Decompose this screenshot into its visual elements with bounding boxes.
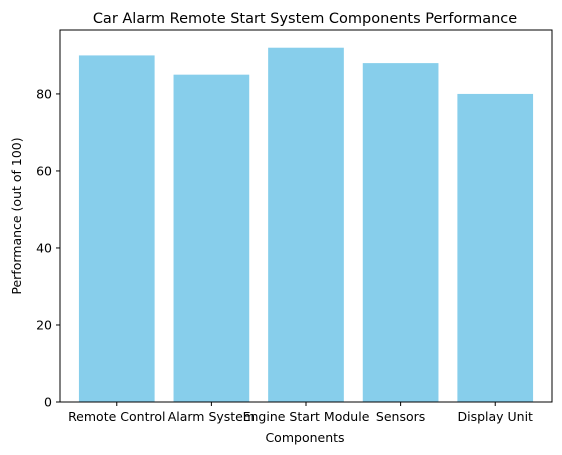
- y-axis: 0 20 40 60 80: [36, 86, 60, 410]
- bar-engine-start-module: [268, 47, 344, 402]
- y-tick-label-60: 60: [36, 163, 52, 178]
- y-axis-label: Performance (out of 100): [9, 137, 24, 294]
- x-tick-label-remote-control: Remote Control: [68, 409, 165, 424]
- x-tick-label-sensors: Sensors: [376, 409, 425, 424]
- bars-group: [78, 47, 534, 403]
- y-tick-label-40: 40: [36, 240, 52, 255]
- bar-display-unit: [457, 93, 534, 402]
- y-tick-label-20: 20: [36, 317, 52, 332]
- x-tick-label-engine-start-module: Engine Start Module: [243, 409, 370, 424]
- bar-alarm-system: [173, 74, 250, 402]
- y-tick-label-0: 0: [44, 395, 52, 410]
- bar-sensors: [362, 63, 439, 402]
- x-tick-label-alarm-system: Alarm System: [168, 409, 255, 424]
- y-tick-label-80: 80: [36, 86, 52, 101]
- x-tick-label-display-unit: Display Unit: [457, 409, 533, 424]
- plot-frame: [59, 29, 553, 403]
- chart-title: Car Alarm Remote Start System Components…: [93, 11, 517, 27]
- x-axis-label: Components: [265, 430, 344, 445]
- bar-remote-control: [78, 55, 155, 403]
